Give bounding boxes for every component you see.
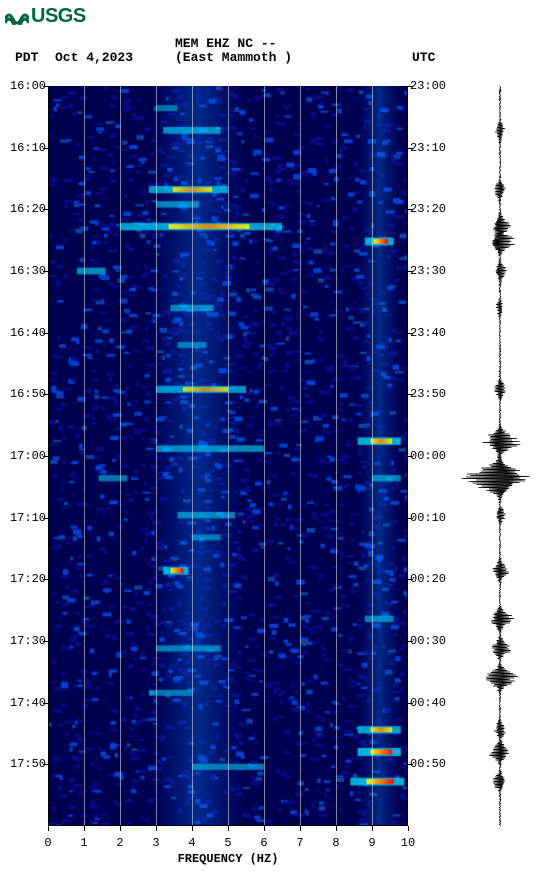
y-tick-right: 23:10: [410, 141, 446, 155]
tz-right-label: UTC: [412, 50, 435, 65]
y-tick-left: 17:30: [10, 634, 46, 648]
wave-icon: [5, 9, 29, 25]
gridline-v: [84, 86, 85, 826]
x-axis-label: FREQUENCY (HZ): [48, 852, 408, 866]
y-tick-right: 00:10: [410, 511, 446, 525]
gridline-v: [264, 86, 265, 826]
x-tick: 4: [188, 836, 195, 850]
seismogram-path: [462, 86, 530, 826]
station-id: MEM EHZ NC --: [175, 36, 276, 51]
x-tick: 10: [401, 836, 415, 850]
x-tick: 1: [80, 836, 87, 850]
y-tick-left: 17:10: [10, 511, 46, 525]
gridline-v: [228, 86, 229, 826]
y-tick-left: 17:50: [10, 757, 46, 771]
seismogram-trace: [460, 86, 540, 826]
y-tick-right: 00:30: [410, 634, 446, 648]
y-tick-left: 16:50: [10, 387, 46, 401]
x-tick: 6: [260, 836, 267, 850]
y-tick-left: 16:40: [10, 326, 46, 340]
y-tick-right: 00:40: [410, 696, 446, 710]
gridline-v: [156, 86, 157, 826]
x-tick: 7: [296, 836, 303, 850]
x-tick: 2: [116, 836, 123, 850]
tz-left-label: PDT: [15, 50, 38, 65]
y-tick-right: 23:00: [410, 79, 446, 93]
gridline-v: [372, 86, 373, 826]
x-tick: 3: [152, 836, 159, 850]
usgs-logo: USGS: [5, 5, 86, 28]
date-label: Oct 4,2023: [55, 50, 133, 65]
x-tick: 8: [332, 836, 339, 850]
station-name: (East Mammoth ): [175, 50, 292, 65]
gridline-v: [120, 86, 121, 826]
y-tick-right: 23:20: [410, 202, 446, 216]
x-tick: 9: [368, 836, 375, 850]
y-tick-left: 17:00: [10, 449, 46, 463]
y-tick-right: 23:40: [410, 326, 446, 340]
y-tick-left: 16:30: [10, 264, 46, 278]
logo-text: USGS: [31, 5, 86, 28]
x-tick: 5: [224, 836, 231, 850]
gridline-v: [300, 86, 301, 826]
y-tick-right: 00:50: [410, 757, 446, 771]
y-tick-left: 17:40: [10, 696, 46, 710]
y-tick-left: 16:20: [10, 202, 46, 216]
y-tick-left: 17:20: [10, 572, 46, 586]
y-tick-left: 16:00: [10, 79, 46, 93]
y-tick-left: 16:10: [10, 141, 46, 155]
gridline-v: [336, 86, 337, 826]
gridline-v: [192, 86, 193, 826]
spectrogram-plot: 16:0016:1016:2016:3016:4016:5017:0017:10…: [48, 86, 408, 826]
y-tick-right: 00:00: [410, 449, 446, 463]
x-tick: 0: [44, 836, 51, 850]
y-tick-right: 00:20: [410, 572, 446, 586]
y-tick-right: 23:50: [410, 387, 446, 401]
y-tick-right: 23:30: [410, 264, 446, 278]
